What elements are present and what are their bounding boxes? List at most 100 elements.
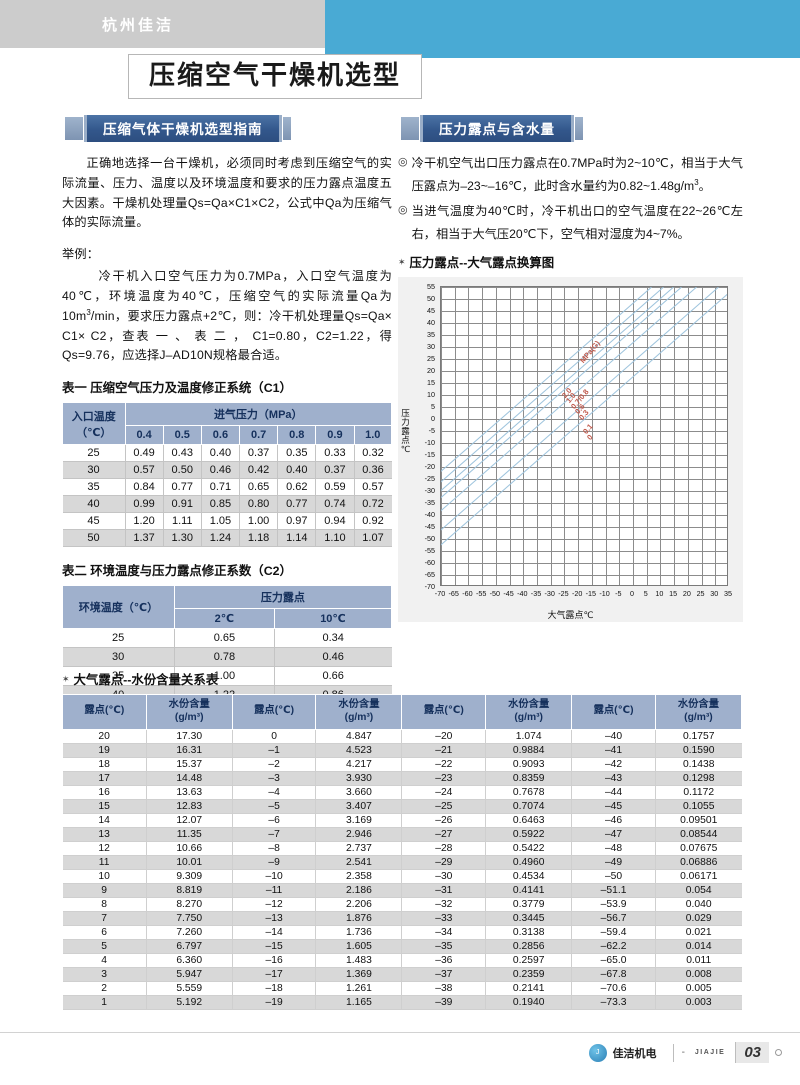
bigtable-cell-8-7: 0.07675 — [654, 840, 742, 856]
bigtable-cell-6-6: –46 — [571, 812, 656, 828]
bigtable-cell-14-7: 0.021 — [654, 924, 742, 940]
chart-ytick-label-15: -20 — [424, 462, 435, 472]
bigtable-cell-10-5: 0.4534 — [485, 868, 572, 884]
bigtable-cell-14-3: 1.736 — [315, 924, 402, 940]
corner-line-1: 入口温度 — [71, 410, 116, 423]
bigtable-cell-16-7: 0.011 — [654, 952, 742, 968]
table-c1-col-header-1: 0.5 — [162, 425, 202, 446]
chart-xtick-label-9: -25 — [558, 589, 569, 599]
chart-y-axis-label-char-2: 露 — [401, 426, 410, 437]
bigtable-cell-19-3: 1.165 — [315, 994, 402, 1010]
bigtable-cell-7-5: 0.5922 — [485, 826, 572, 842]
bigtable-cell-3-2: –3 — [231, 770, 316, 786]
table-row: 35 0.84 0.77 0.71 0.65 0.62 0.59 0.57 — [62, 478, 392, 497]
table-c1-col-header-6: 1.0 — [353, 425, 393, 446]
table-c1-cell-4-1: 1.11 — [162, 512, 202, 531]
table-c1-cell-4-4: 0.97 — [277, 512, 316, 531]
table-c2-corner-header: 环境温度（℃） — [62, 585, 175, 630]
bigtable-cell-12-6: –53.9 — [571, 896, 656, 912]
chart-caption: 压力露点--大气露点换算图 — [398, 253, 743, 271]
table-row: 14 12.07 –6 3.169 –26 0.6463 –46 0.09501 — [62, 812, 742, 828]
table-c1-cell-0-1: 0.43 — [162, 444, 202, 463]
bigtable-cell-5-4: –25 — [401, 798, 486, 814]
table-c1-cell-2-0: 0.84 — [124, 478, 164, 497]
bigtable-cell-8-2: –8 — [231, 840, 316, 856]
bigtable-cell-16-3: 1.483 — [315, 952, 402, 968]
bigtable-cell-11-0: 9 — [62, 882, 147, 898]
chart-xtick-label-2: -60 — [462, 589, 473, 599]
table-row: 4 6.360 –16 1.483 –36 0.2597 –65.0 0.011 — [62, 952, 742, 968]
chart-vgrid-0 — [441, 287, 442, 586]
bigtable-cell-6-5: 0.6463 — [485, 812, 572, 828]
chart-vgrid-11 — [591, 287, 593, 586]
bigtable-cell-12-3: 2.206 — [315, 896, 402, 912]
bullet-1-text: 冷干机空气出口压力露点在0.7MPa时为2~10℃，相当于大气压露点为–23~–… — [412, 152, 743, 197]
chart-xtick-label-18: 20 — [682, 589, 691, 599]
chart-xtick-label-13: -5 — [615, 589, 622, 599]
bigtable-head: 露点(℃) 水份含量 (g/m³) 露点(℃) 水份含量 (g/m³) 露点(℃) 水份含量(… — [62, 694, 743, 730]
bigtable-cell-16-1: 6.360 — [145, 952, 233, 968]
table-c1-cell-0-0: 0.49 — [124, 444, 164, 463]
bigtable-cell-3-4: –23 — [401, 770, 486, 786]
table-c1-cell-1-1: 0.50 — [162, 461, 202, 480]
table-row: 25 0.65 0.34 — [62, 628, 392, 649]
table-c2: 环境温度（℃） 压力露点 2℃ 10℃ 25 0.65 0.34 30 0.78 0.46 3… — [62, 585, 393, 706]
table-c1-temp-5: 50 — [62, 529, 125, 548]
chart-ytick-label-5: 30 — [427, 342, 435, 352]
chart-ytick-label-19: -40 — [424, 510, 435, 520]
bigtable-cell-2-7: 0.1438 — [654, 756, 742, 772]
bigtable-cell-5-6: –45 — [571, 798, 656, 814]
table-c1-cell-3-4: 0.77 — [277, 495, 316, 514]
bigtable-col-header-3: 水份含量 (g/m³) — [315, 694, 403, 730]
table-c1-cell-3-5: 0.74 — [315, 495, 355, 514]
bigtable-cell-4-7: 0.1172 — [654, 784, 742, 800]
chart-ytick-label-24: -65 — [424, 570, 435, 580]
table-c1-cell-4-5: 0.94 — [315, 512, 355, 531]
page-footer: J 佳洁机电 - JIAJIE 03 — [0, 1030, 800, 1085]
table-c1-cell-4-3: 1.00 — [239, 512, 278, 531]
table-c1-cell-4-6: 0.92 — [353, 512, 392, 531]
bigtable-cell-1-2: –1 — [231, 742, 316, 758]
chart-hgrid-11 — [441, 419, 727, 421]
table-c2-col-header-1: 10℃ — [273, 608, 393, 630]
chart-ytick-label-16: -25 — [424, 474, 435, 484]
bigtable-cell-6-0: 14 — [62, 812, 147, 828]
bigtable-cell-0-7: 0.1757 — [654, 728, 742, 744]
bigtable-cell-2-0: 18 — [62, 756, 147, 772]
table-c1: 入口温度 （℃） 进气压力（MPa） 0.4 0.5 0.6 0.7 0.8 0.9 1.0… — [62, 402, 393, 548]
chart-ytick-label-18: -35 — [424, 498, 435, 508]
bigtable-cell-2-4: –22 — [401, 756, 486, 772]
bigtable-cell-1-1: 16.31 — [145, 742, 233, 758]
chart-hgrid-10 — [441, 407, 727, 409]
table-row: 17 14.48 –3 3.930 –23 0.8359 –43 0.1298 — [62, 770, 742, 786]
chart-ytick-label-4: 35 — [427, 330, 435, 340]
bigtable-cell-0-0: 20 — [62, 728, 147, 744]
bigtable-cell-18-6: –70.6 — [571, 980, 656, 996]
table-row: 5 6.797 –15 1.605 –35 0.2856 –62.2 0.014 — [62, 938, 742, 954]
bigtable-cell-11-7: 0.054 — [654, 882, 742, 898]
bigtable-cell-4-3: 3.660 — [315, 784, 402, 800]
table-c1-cell-5-2: 1.24 — [200, 529, 240, 548]
bigtable-col-header-line2-1: (g/m³) — [174, 711, 204, 723]
table-c1-temp-4: 45 — [62, 512, 125, 531]
table-row: 25 0.49 0.43 0.40 0.37 0.35 0.33 0.32 — [62, 444, 392, 463]
chart-y-axis-label-char-1: 力 — [401, 417, 410, 428]
page-title-box: 压缩空气干燥机选型 — [128, 54, 423, 99]
chart-ytick-label-2: 45 — [427, 306, 435, 316]
chart-ytick-label-10: 5 — [431, 402, 435, 412]
chart-hgrid-1 — [441, 299, 727, 301]
chart-xtick-label-20: 30 — [710, 589, 719, 599]
table-c1-cell-2-2: 0.71 — [200, 478, 240, 497]
chart-hgrid-5 — [441, 347, 727, 349]
bigtable-cell-18-5: 0.2141 — [485, 980, 572, 996]
chart-xtick-label-8: -30 — [544, 589, 555, 599]
bigtable-cell-4-1: 13.63 — [145, 784, 233, 800]
chart-xtick-label-16: 10 — [655, 589, 664, 599]
chart-y-axis-label: 压力露点 ℃ — [400, 409, 411, 454]
chart-hgrid-13 — [441, 443, 727, 445]
table-c1-cell-0-5: 0.33 — [315, 444, 355, 463]
bigtable-cell-0-3: 4.847 — [315, 728, 402, 744]
table-c2-cell-0-1: 0.34 — [273, 628, 392, 649]
bigtable-cell-4-5: 0.7678 — [485, 784, 572, 800]
bigtable-cell-1-7: 0.1590 — [654, 742, 742, 758]
